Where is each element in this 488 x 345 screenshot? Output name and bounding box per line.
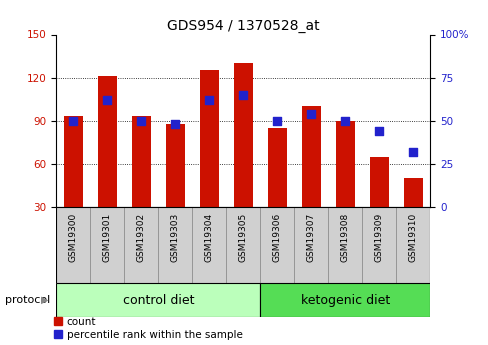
Bar: [260, 207, 294, 283]
Bar: [64, 117, 82, 207]
Point: [375, 128, 383, 134]
Text: GSM19304: GSM19304: [204, 213, 213, 262]
Bar: [132, 117, 150, 207]
Text: control diet: control diet: [122, 294, 194, 307]
Text: GSM19308: GSM19308: [340, 213, 349, 262]
Point: [137, 118, 145, 124]
Bar: [56, 283, 260, 317]
Bar: [335, 121, 354, 207]
Point: [205, 97, 213, 103]
Bar: [395, 207, 429, 283]
Bar: [192, 207, 226, 283]
Text: GSM19300: GSM19300: [69, 213, 78, 262]
Title: GDS954 / 1370528_at: GDS954 / 1370528_at: [166, 19, 319, 33]
Point: [341, 118, 348, 124]
Text: GSM19307: GSM19307: [306, 213, 315, 262]
Bar: [124, 207, 158, 283]
Text: GSM19302: GSM19302: [137, 213, 145, 262]
Bar: [90, 207, 124, 283]
Text: ▶: ▶: [41, 295, 49, 305]
Bar: [267, 128, 286, 207]
Text: GSM19306: GSM19306: [272, 213, 281, 262]
Point: [273, 118, 281, 124]
Legend: count, percentile rank within the sample: count, percentile rank within the sample: [54, 317, 242, 340]
Bar: [200, 70, 218, 207]
Bar: [260, 283, 429, 317]
Bar: [98, 76, 116, 207]
Text: protocol: protocol: [5, 295, 50, 305]
Bar: [301, 106, 320, 207]
Bar: [165, 124, 184, 207]
Point: [171, 121, 179, 127]
Text: GSM19310: GSM19310: [408, 213, 417, 262]
Bar: [233, 63, 252, 207]
Bar: [369, 157, 388, 207]
Text: GSM19303: GSM19303: [170, 213, 180, 262]
Bar: [226, 207, 260, 283]
Bar: [294, 207, 327, 283]
Text: GSM19305: GSM19305: [238, 213, 247, 262]
Text: GSM19309: GSM19309: [374, 213, 383, 262]
Text: ketogenic diet: ketogenic diet: [300, 294, 389, 307]
Point: [408, 149, 416, 155]
Point: [239, 92, 246, 98]
Bar: [327, 207, 362, 283]
Bar: [362, 207, 395, 283]
Text: GSM19301: GSM19301: [102, 213, 112, 262]
Bar: [158, 207, 192, 283]
Point: [69, 118, 77, 124]
Bar: [56, 207, 90, 283]
Point: [307, 111, 315, 117]
Point: [103, 97, 111, 103]
Bar: [403, 178, 422, 207]
